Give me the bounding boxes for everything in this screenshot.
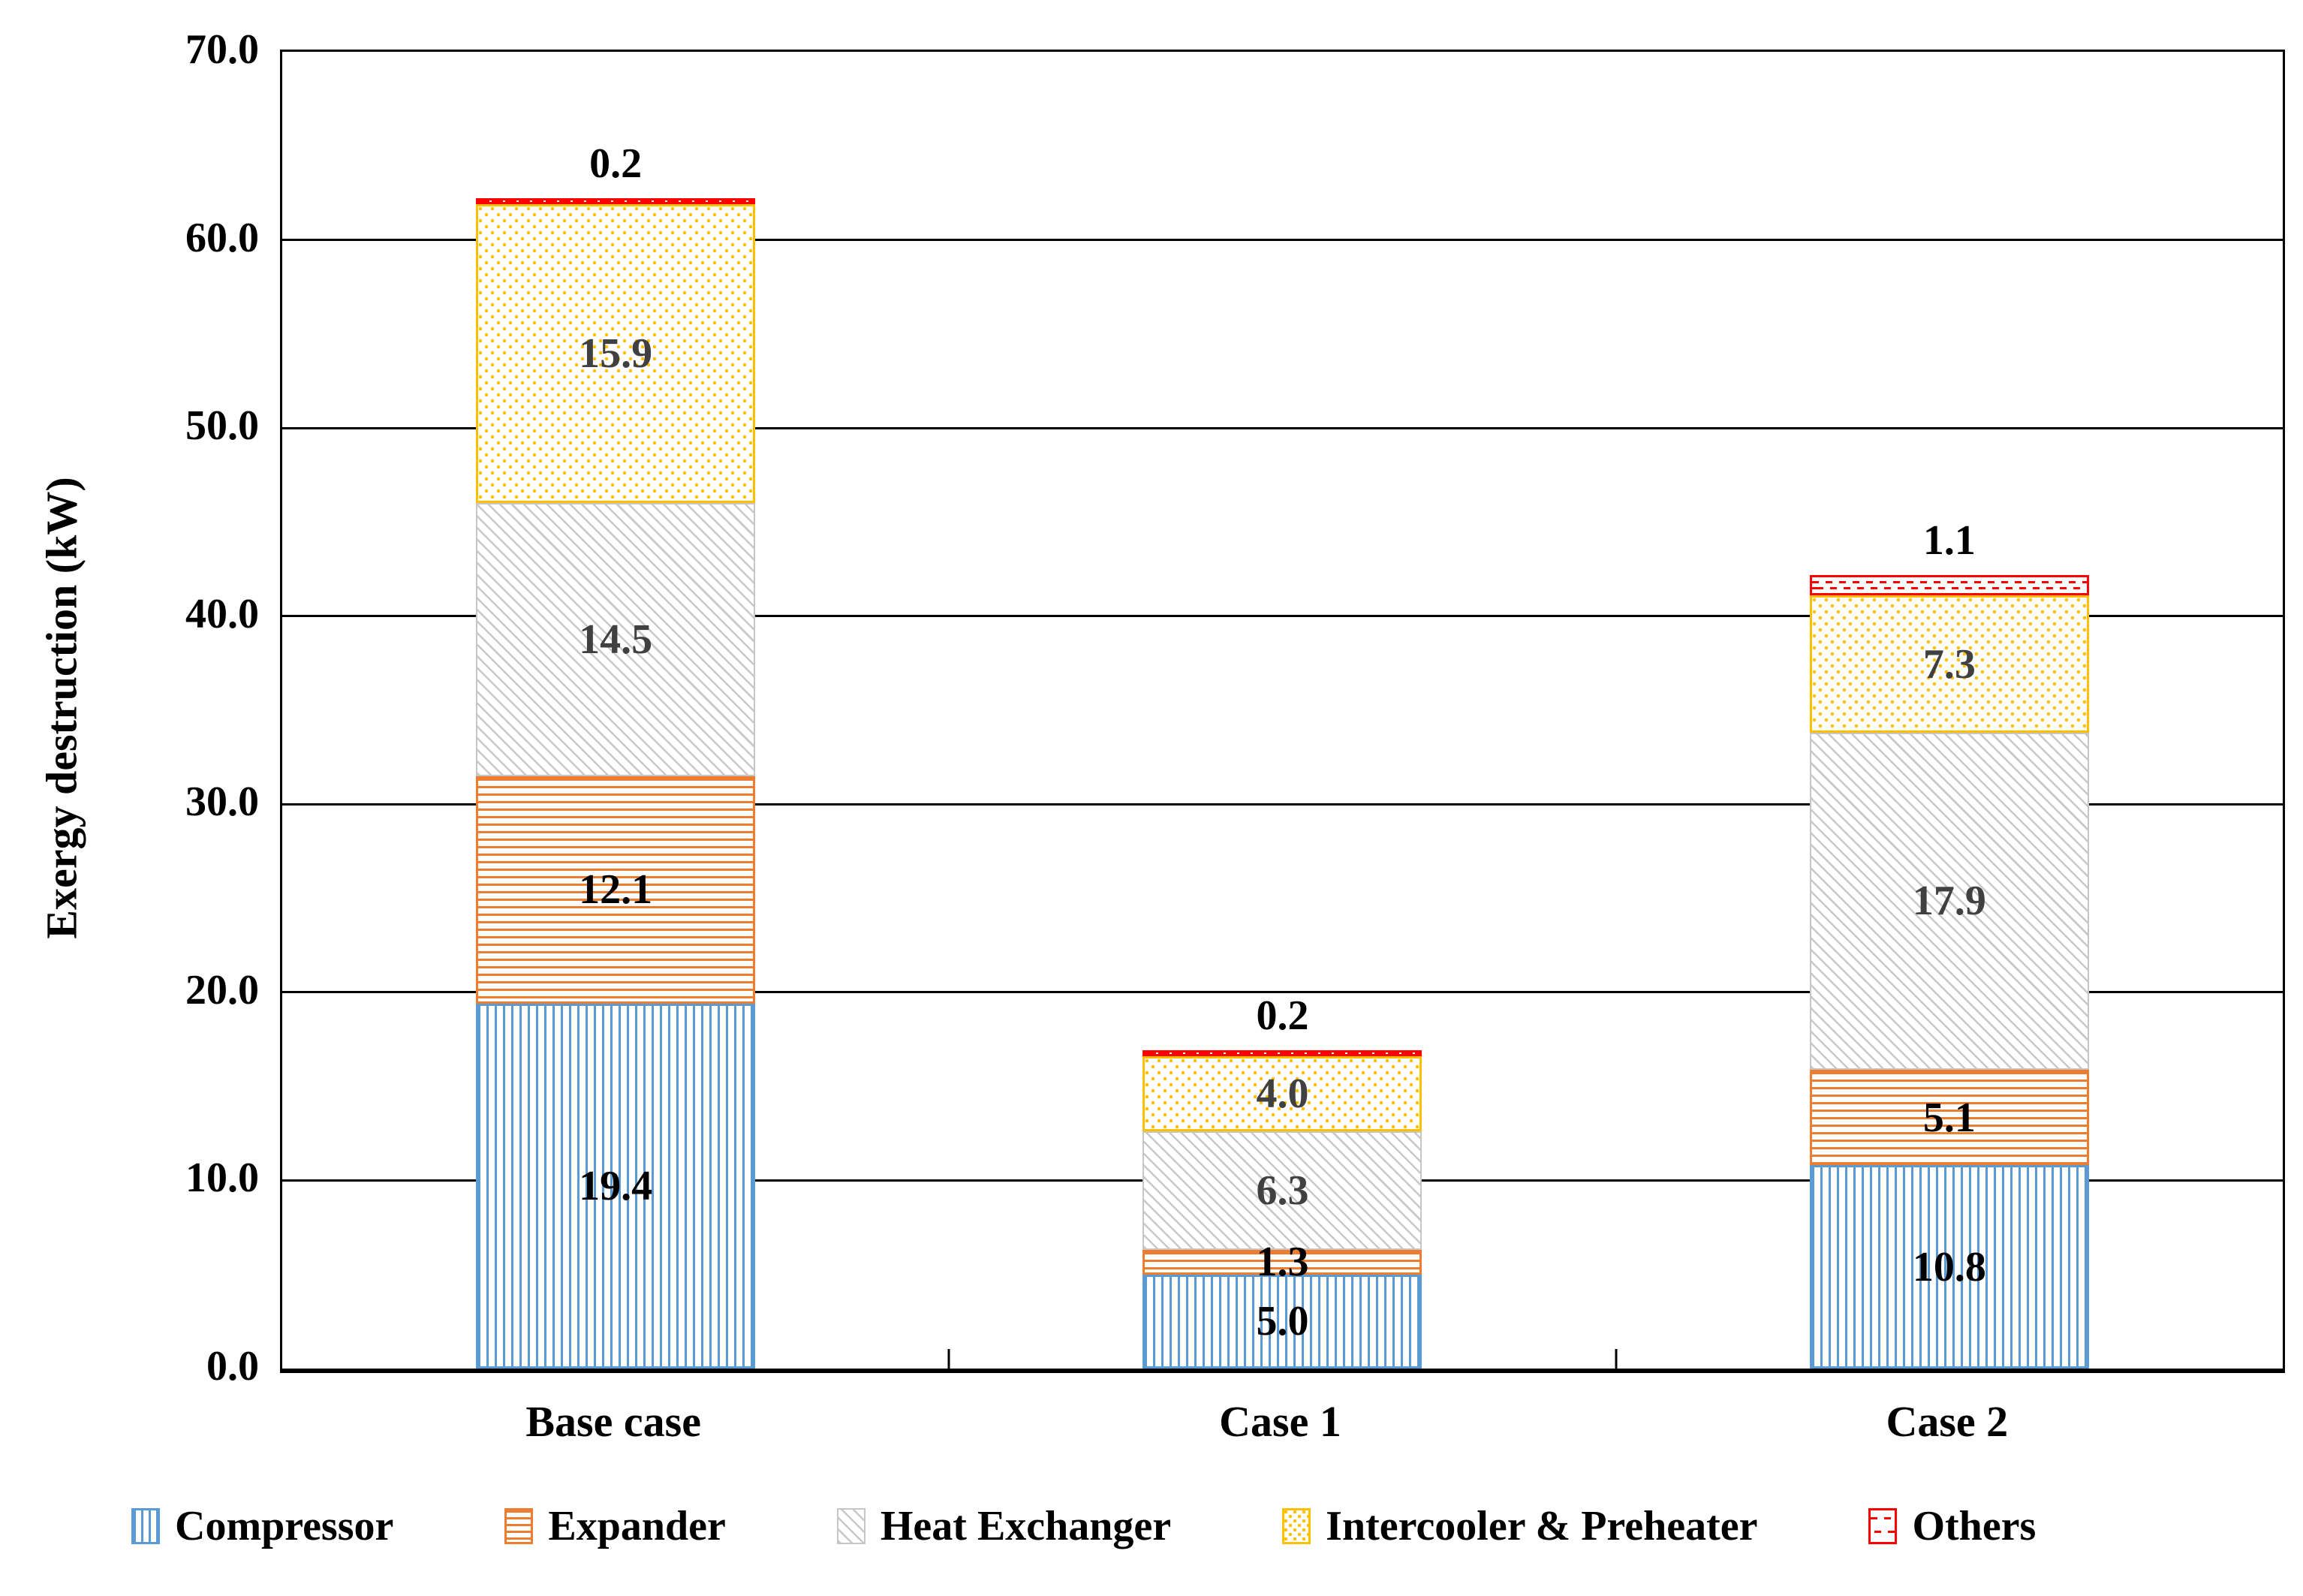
plot-area: 19.4 12.1 14.5 15.9 0.2 5.0 1.3 6.3 4.0 0.2 10.8 5.…	[280, 50, 2285, 1373]
value-label: 4.0	[1256, 1071, 1309, 1118]
y-tick-label-30.0: 30.0	[185, 778, 259, 826]
legend-swatch-dots-icon	[1282, 1507, 1311, 1544]
value-label: 5.1	[1922, 1094, 1976, 1141]
segment-heat-exchanger-case-1: 6.3	[1142, 1131, 1422, 1251]
x-category-label-base-case: Base case	[525, 1397, 701, 1446]
y-tick-label-70.0: 70.0	[185, 26, 259, 73]
value-label-above-bar: 1.1	[1922, 516, 1976, 564]
legend-item-expander: Expander	[504, 1502, 726, 1550]
segment-heat-exchanger-base-case: 14.5	[476, 503, 756, 776]
segment-intercooler-preheater-case-2: 7.3	[1809, 595, 2089, 733]
value-label: 15.9	[579, 330, 653, 378]
y-tick-label-0.0: 0.0	[206, 1343, 259, 1390]
stacked-bar-case-2: 10.8 5.1 17.9 7.3	[1809, 574, 2089, 1369]
value-label: 1.3	[1256, 1239, 1309, 1286]
legend-label: Heat Exchanger	[880, 1502, 1172, 1549]
segment-others-base-case	[476, 197, 756, 204]
value-label: 12.1	[579, 866, 653, 914]
gridline-60	[282, 239, 2283, 242]
legend-item-heat-exchanger: Heat Exchanger	[836, 1502, 1172, 1550]
segment-others-case-1	[1142, 1050, 1422, 1057]
segment-intercooler-preheater-case-1: 4.0	[1142, 1056, 1422, 1132]
value-label: 7.3	[1922, 640, 1976, 688]
legend-swatch-vertical-stripes-icon	[131, 1507, 160, 1544]
legend-item-others: Others	[1868, 1502, 2036, 1550]
legend-label: Expander	[548, 1502, 726, 1549]
segment-expander-case-1: 1.3	[1142, 1241, 1422, 1283]
x-axis-tick	[947, 1349, 950, 1369]
x-category-label-case-1: Case 1	[1219, 1397, 1341, 1446]
x-category-label-case-2: Case 2	[1886, 1397, 2009, 1446]
value-label: 6.3	[1256, 1167, 1309, 1215]
y-tick-label-60.0: 60.0	[185, 214, 259, 261]
y-tick-label-20.0: 20.0	[185, 966, 259, 1013]
y-axis-title: Exergy destruction (kW)	[37, 477, 86, 939]
segment-compressor-case-1: 5.0	[1142, 1274, 1422, 1369]
segment-compressor-base-case: 19.4	[476, 1003, 756, 1369]
legend-label: Compressor	[175, 1502, 394, 1549]
gridline-30	[282, 803, 2283, 806]
legend-swatch-red-wave-icon	[1868, 1507, 1898, 1544]
legend-item-compressor: Compressor	[131, 1502, 393, 1550]
value-label: 5.0	[1256, 1298, 1309, 1345]
y-tick-label-10.0: 10.0	[185, 1155, 259, 1202]
value-label: 10.8	[1912, 1243, 1986, 1290]
chart-legend: Compressor Expander Heat Exchanger Intercoo…	[131, 1490, 2273, 1561]
gridline-50	[282, 426, 2283, 429]
y-tick-label-50.0: 50.0	[185, 402, 259, 450]
bar-slot-case-2: 10.8 5.1 17.9 7.3 1.1	[1616, 52, 2283, 1369]
legend-item-intercooler-preheater: Intercooler & Preheater	[1282, 1502, 1757, 1550]
value-label: 14.5	[579, 616, 653, 664]
legend-swatch-horizontal-stripes-icon	[504, 1507, 534, 1544]
stacked-bar-case-1: 5.0 1.3 6.3 4.0	[1142, 1050, 1422, 1369]
value-label: 17.9	[1912, 878, 1986, 925]
y-tick-label-40.0: 40.0	[185, 590, 259, 637]
value-label: 19.4	[579, 1162, 653, 1209]
value-label-above-bar: 0.2	[1256, 992, 1309, 1040]
bar-slot-case-1: 5.0 1.3 6.3 4.0 0.2	[949, 52, 1615, 1369]
segment-expander-case-2: 5.1	[1809, 1069, 2089, 1166]
segment-expander-base-case: 12.1	[476, 775, 756, 1004]
legend-label: Others	[1912, 1502, 2037, 1549]
segment-others-case-2	[1809, 574, 2089, 596]
value-label-above-bar: 0.2	[589, 140, 643, 187]
segment-compressor-case-2: 10.8	[1809, 1165, 2089, 1369]
bar-slot-base-case: 19.4 12.1 14.5 15.9 0.2	[282, 52, 949, 1369]
stacked-bar-base-case: 19.4 12.1 14.5 15.9	[476, 197, 756, 1369]
segment-heat-exchanger-case-2: 17.9	[1809, 733, 2089, 1070]
gridline-40	[282, 615, 2283, 618]
legend-swatch-diagonal-hatch-icon	[836, 1507, 866, 1544]
segment-intercooler-preheater-base-case: 15.9	[476, 203, 756, 504]
x-axis-tick	[1615, 1349, 1618, 1369]
legend-label: Intercooler & Preheater	[1326, 1502, 1758, 1549]
gridline-20	[282, 991, 2283, 994]
